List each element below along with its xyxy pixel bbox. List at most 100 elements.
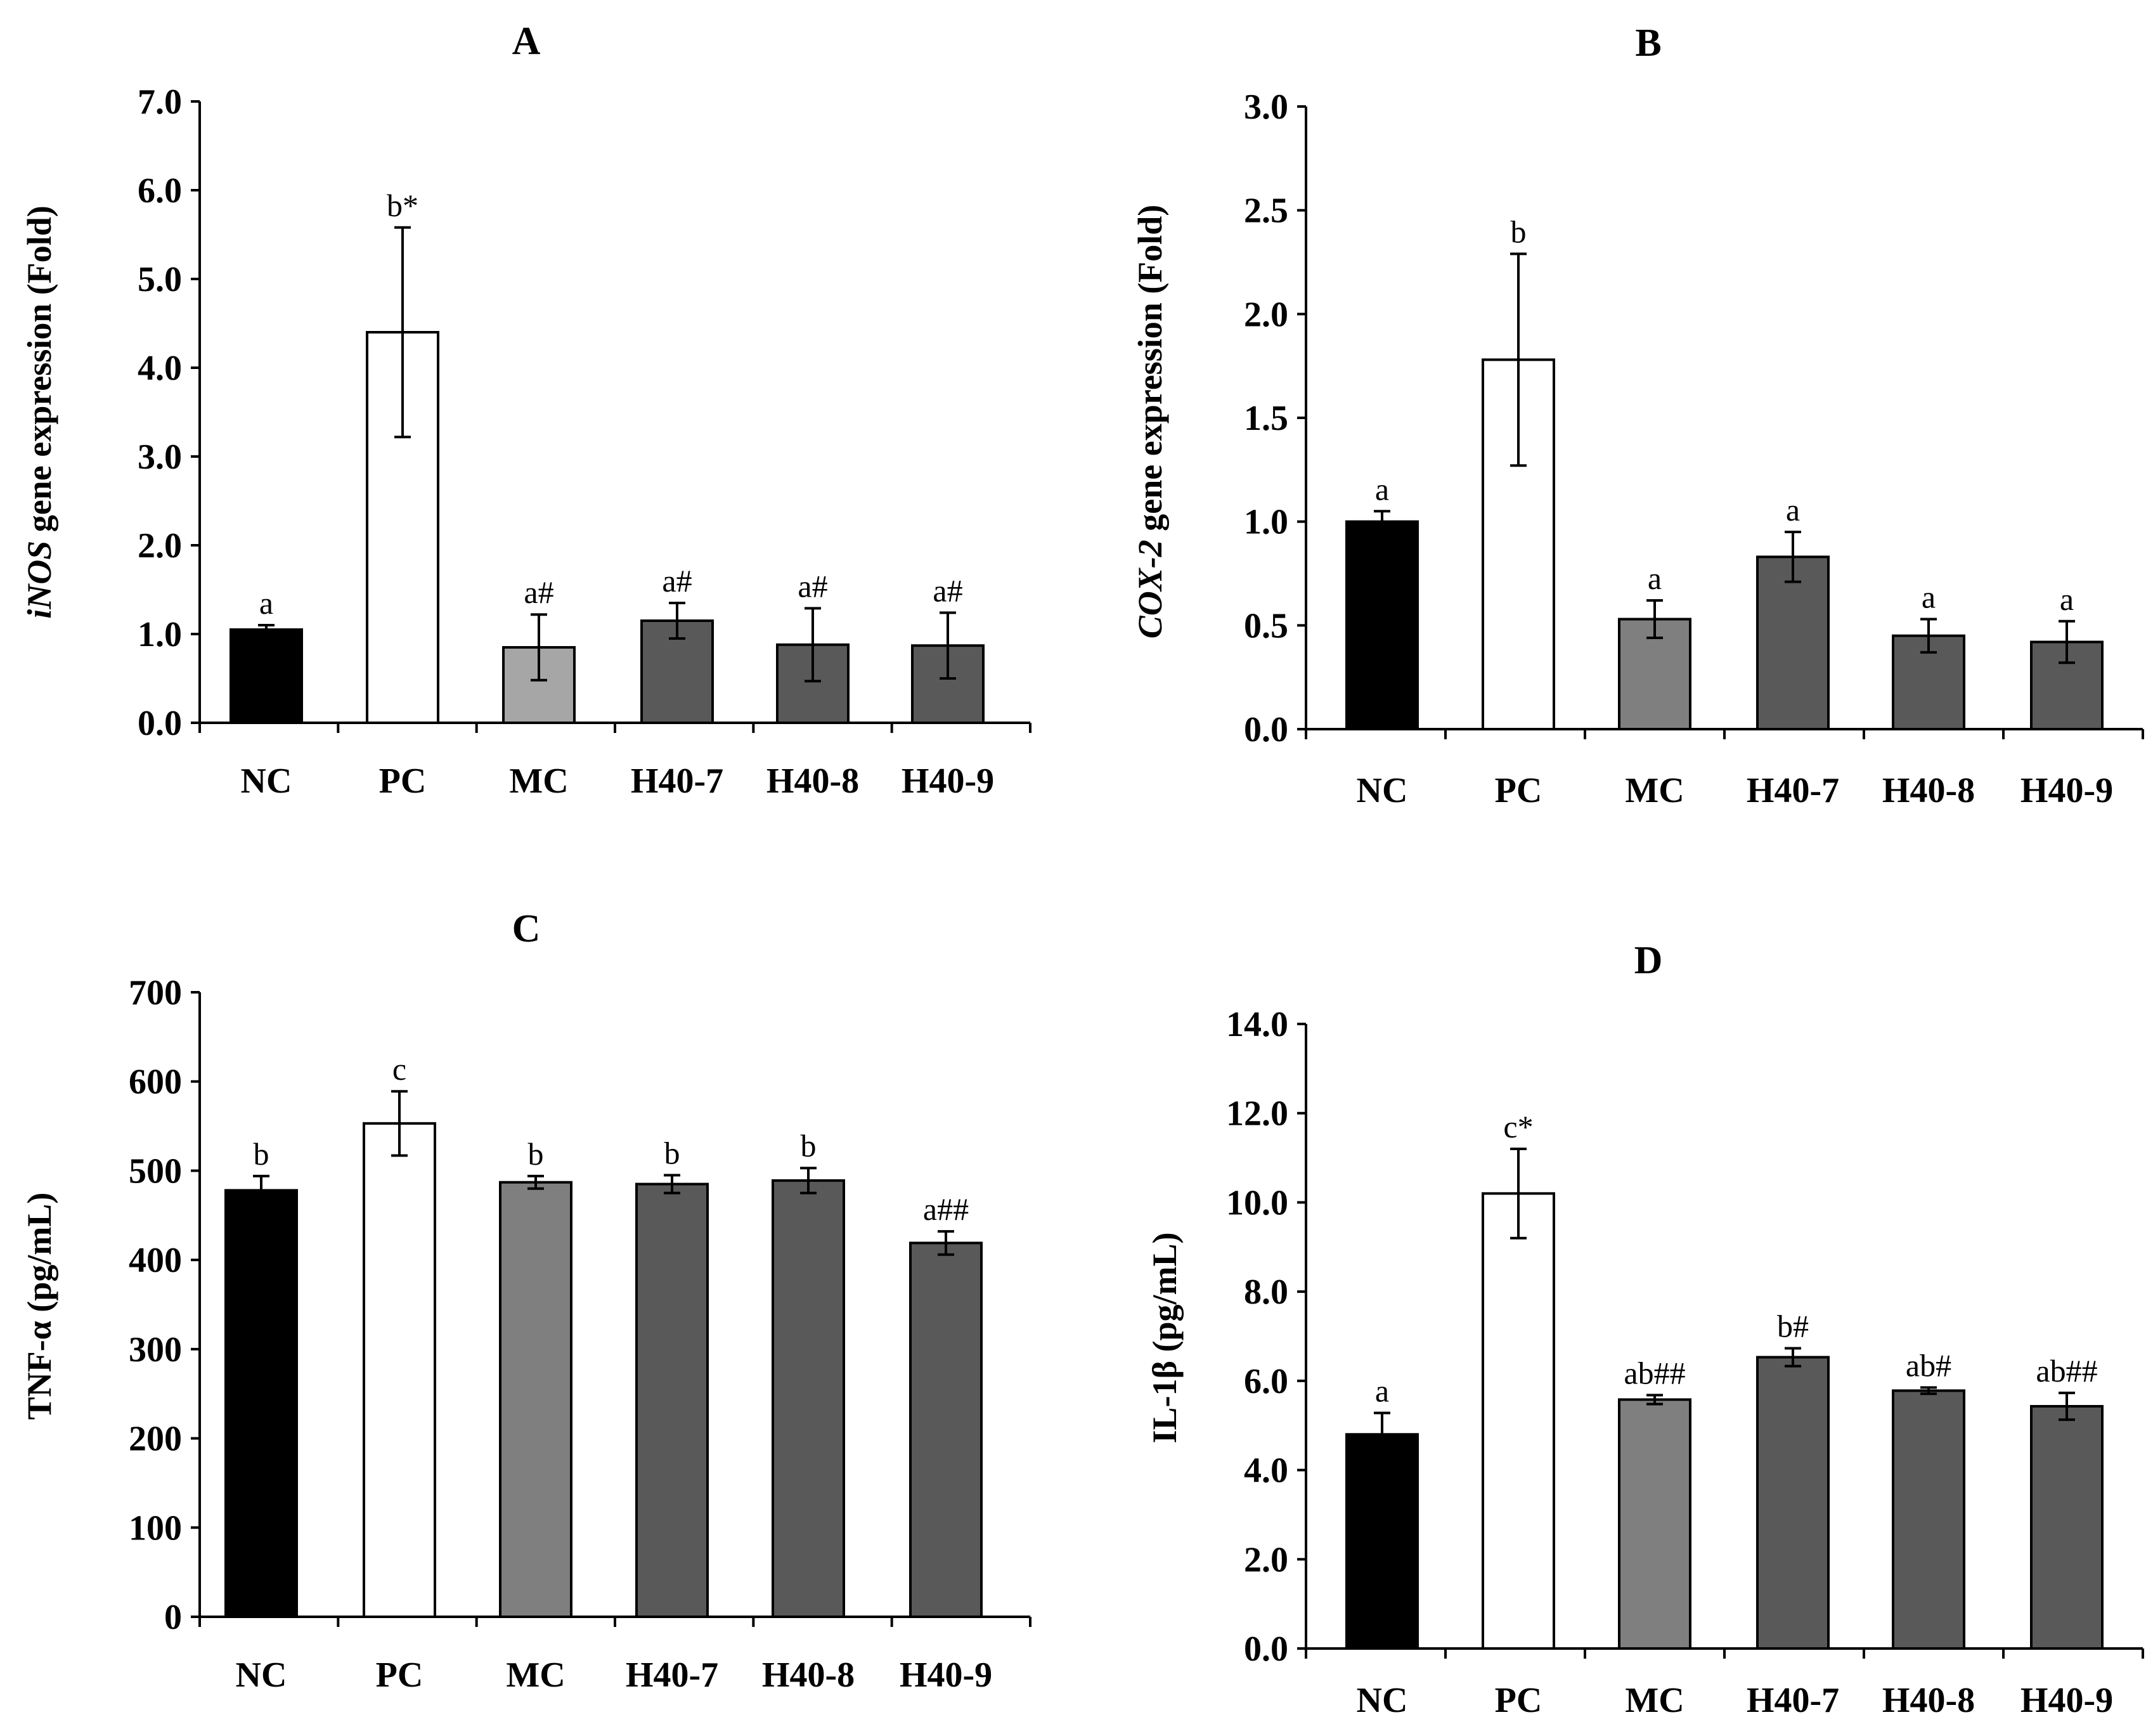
panel-c-category-label: PC — [376, 1655, 423, 1695]
panel-c-bar-h40-7 — [635, 1182, 709, 1619]
panel-d-y-axis-label-text: IL-1β (pg/mL) — [1146, 1233, 1184, 1444]
panel-d-significance-label: ab## — [2036, 1353, 2097, 1389]
panel-b-category-label: H40-7 — [1747, 771, 1839, 810]
panel-b-category-label: H40-8 — [1882, 771, 1975, 810]
panel-a-y-tick-label: 4.0 — [138, 349, 182, 388]
panel-b-category-label: NC — [1357, 771, 1408, 810]
panel-c-y-tick-label: 0 — [164, 1598, 182, 1637]
panel-a-y-axis-label-text: gene expression (Fold) — [20, 205, 58, 540]
panel-d-category-label: H40-9 — [2020, 1681, 2113, 1720]
panel-c-y-tick-label: 200 — [129, 1420, 182, 1459]
panel-a-significance-label: a — [259, 585, 273, 621]
panel-d-y-tick-label: 2.0 — [1244, 1540, 1288, 1579]
panel-d-category-label: PC — [1495, 1681, 1542, 1720]
panel-d-significance-label: ab## — [1624, 1355, 1685, 1390]
panel-d-y-tick-label: 6.0 — [1244, 1362, 1288, 1401]
panel-a-y-tick-label: 5.0 — [138, 260, 182, 299]
panel-a-y-tick-label: 2.0 — [138, 526, 182, 566]
panel-c-y-tick-label: 600 — [129, 1063, 182, 1102]
panel-b-y-tick-label: 2.5 — [1244, 191, 1288, 231]
panel-d-significance-label: ab# — [1906, 1347, 1951, 1383]
panel-b-category-label: PC — [1495, 771, 1542, 810]
panel-d-y-tick-label: 10.0 — [1226, 1183, 1288, 1222]
panel-c-bar-nc — [224, 1189, 298, 1618]
panel-c-category-label: H40-9 — [900, 1655, 992, 1695]
panel-d-category-label: H40-7 — [1747, 1681, 1839, 1720]
panel-b-y-tick-label: 0.0 — [1244, 710, 1288, 749]
panel-b-y-tick-label: 0.5 — [1244, 606, 1288, 645]
panel-a-category-label: PC — [379, 761, 427, 801]
panel-b-significance-label: a — [1786, 492, 1800, 528]
panel-d-bar-mc — [1618, 1398, 1691, 1650]
panel-b-y-axis-label-text: gene expression (Fold) — [1131, 205, 1169, 540]
panel-d-y-tick-label: 4.0 — [1244, 1451, 1288, 1491]
panel-b-significance-label: a — [2060, 581, 2074, 617]
panel-b-y-tick-label: 1.0 — [1244, 503, 1288, 542]
panel-a-significance-label: a# — [524, 574, 553, 610]
panel-c-bar-h40-8 — [772, 1179, 845, 1618]
panel-c-y-axis-label-text: TNF-α (pg/mL) — [20, 1193, 58, 1420]
panel-a-y-tick-label: 3.0 — [138, 437, 182, 477]
panel-d-y-tick-label: 0.0 — [1244, 1629, 1288, 1669]
panel-d-bar-pc — [1482, 1192, 1555, 1650]
panel-d-category-label: NC — [1357, 1681, 1408, 1720]
panel-a-bar-nc — [230, 628, 303, 724]
panel-d-y-tick-label: 12.0 — [1226, 1094, 1288, 1134]
panel-d-bar-h40-7 — [1756, 1356, 1830, 1650]
panel-c-category-label: H40-8 — [762, 1655, 855, 1695]
panel-a-category-label: H40-9 — [902, 761, 994, 801]
panel-c-significance-label: b — [664, 1135, 680, 1170]
panel-a-category-label: H40-8 — [766, 761, 859, 801]
panel-a-bar-h40-7 — [640, 619, 714, 724]
panel-a-y-axis-label-gene: iNOS — [20, 541, 58, 619]
panel-a-y-tick-label: 1.0 — [138, 615, 182, 654]
panel-c-significance-label: a## — [923, 1191, 969, 1227]
panel-c-category-label: MC — [506, 1655, 565, 1695]
panel-b-y-tick-label: 2.0 — [1244, 295, 1288, 334]
panel-d-category-label: MC — [1625, 1681, 1684, 1720]
panel-c-y-tick-label: 700 — [129, 973, 182, 1013]
panel-c-significance-label: b — [801, 1128, 817, 1163]
panel-b-y-axis-label-gene: COX-2 — [1131, 540, 1169, 638]
panel-b-y-tick-label: 1.5 — [1244, 399, 1288, 438]
panel-d-title: D — [1634, 939, 1663, 982]
panel-c-title: C — [512, 907, 541, 950]
panel-a-title: A — [512, 20, 541, 63]
panel-d-category-label: H40-8 — [1882, 1681, 1975, 1720]
panel-d-significance-label: a — [1375, 1373, 1389, 1409]
panel-c-y-tick-label: 400 — [129, 1241, 182, 1280]
panel-b-title: B — [1635, 22, 1661, 65]
panel-a-significance-label: a# — [662, 563, 692, 599]
panel-b-significance-label: a — [1648, 560, 1662, 596]
panel-c-bar-mc — [499, 1181, 572, 1618]
panel-d-y-axis-label: IL-1β (pg/mL) — [1146, 1233, 1184, 1444]
panel-a-y-tick-label: 7.0 — [138, 82, 182, 122]
panel-a-y-tick-label: 0.0 — [138, 704, 182, 743]
panel-c-y-axis-label: TNF-α (pg/mL) — [20, 1193, 58, 1420]
panel-a-significance-label: a# — [798, 568, 827, 604]
panel-a-significance-label: b* — [387, 188, 418, 223]
panel-c-bar-pc — [363, 1122, 436, 1618]
panel-b-significance-label: a — [1375, 471, 1389, 507]
panel-d-y-tick-label: 8.0 — [1244, 1273, 1288, 1312]
panel-b-significance-label: b — [1511, 214, 1527, 249]
panel-d-bar-h40-9 — [2030, 1404, 2104, 1650]
panel-b-category-label: H40-9 — [2020, 771, 2113, 810]
panel-c-category-label: H40-7 — [626, 1655, 718, 1695]
panel-a-y-axis-label: iNOS gene expression (Fold) — [20, 205, 58, 619]
panel-b-bar-nc — [1345, 520, 1419, 731]
panel-c-significance-label: c — [392, 1051, 406, 1087]
panel-c-y-tick-label: 100 — [129, 1508, 182, 1548]
panel-a-category-label: H40-7 — [631, 761, 723, 801]
panel-a-category-label: NC — [241, 761, 292, 801]
panel-b-category-label: MC — [1625, 771, 1684, 810]
panel-b-bar-h40-7 — [1756, 555, 1830, 731]
panel-c-y-tick-label: 300 — [129, 1330, 182, 1370]
panel-d-significance-label: c* — [1503, 1109, 1533, 1144]
panel-d-bar-h40-8 — [1892, 1389, 1965, 1650]
panel-a-significance-label: a# — [933, 573, 962, 608]
panel-c-significance-label: b — [528, 1136, 544, 1172]
panel-c-category-label: NC — [236, 1655, 287, 1695]
